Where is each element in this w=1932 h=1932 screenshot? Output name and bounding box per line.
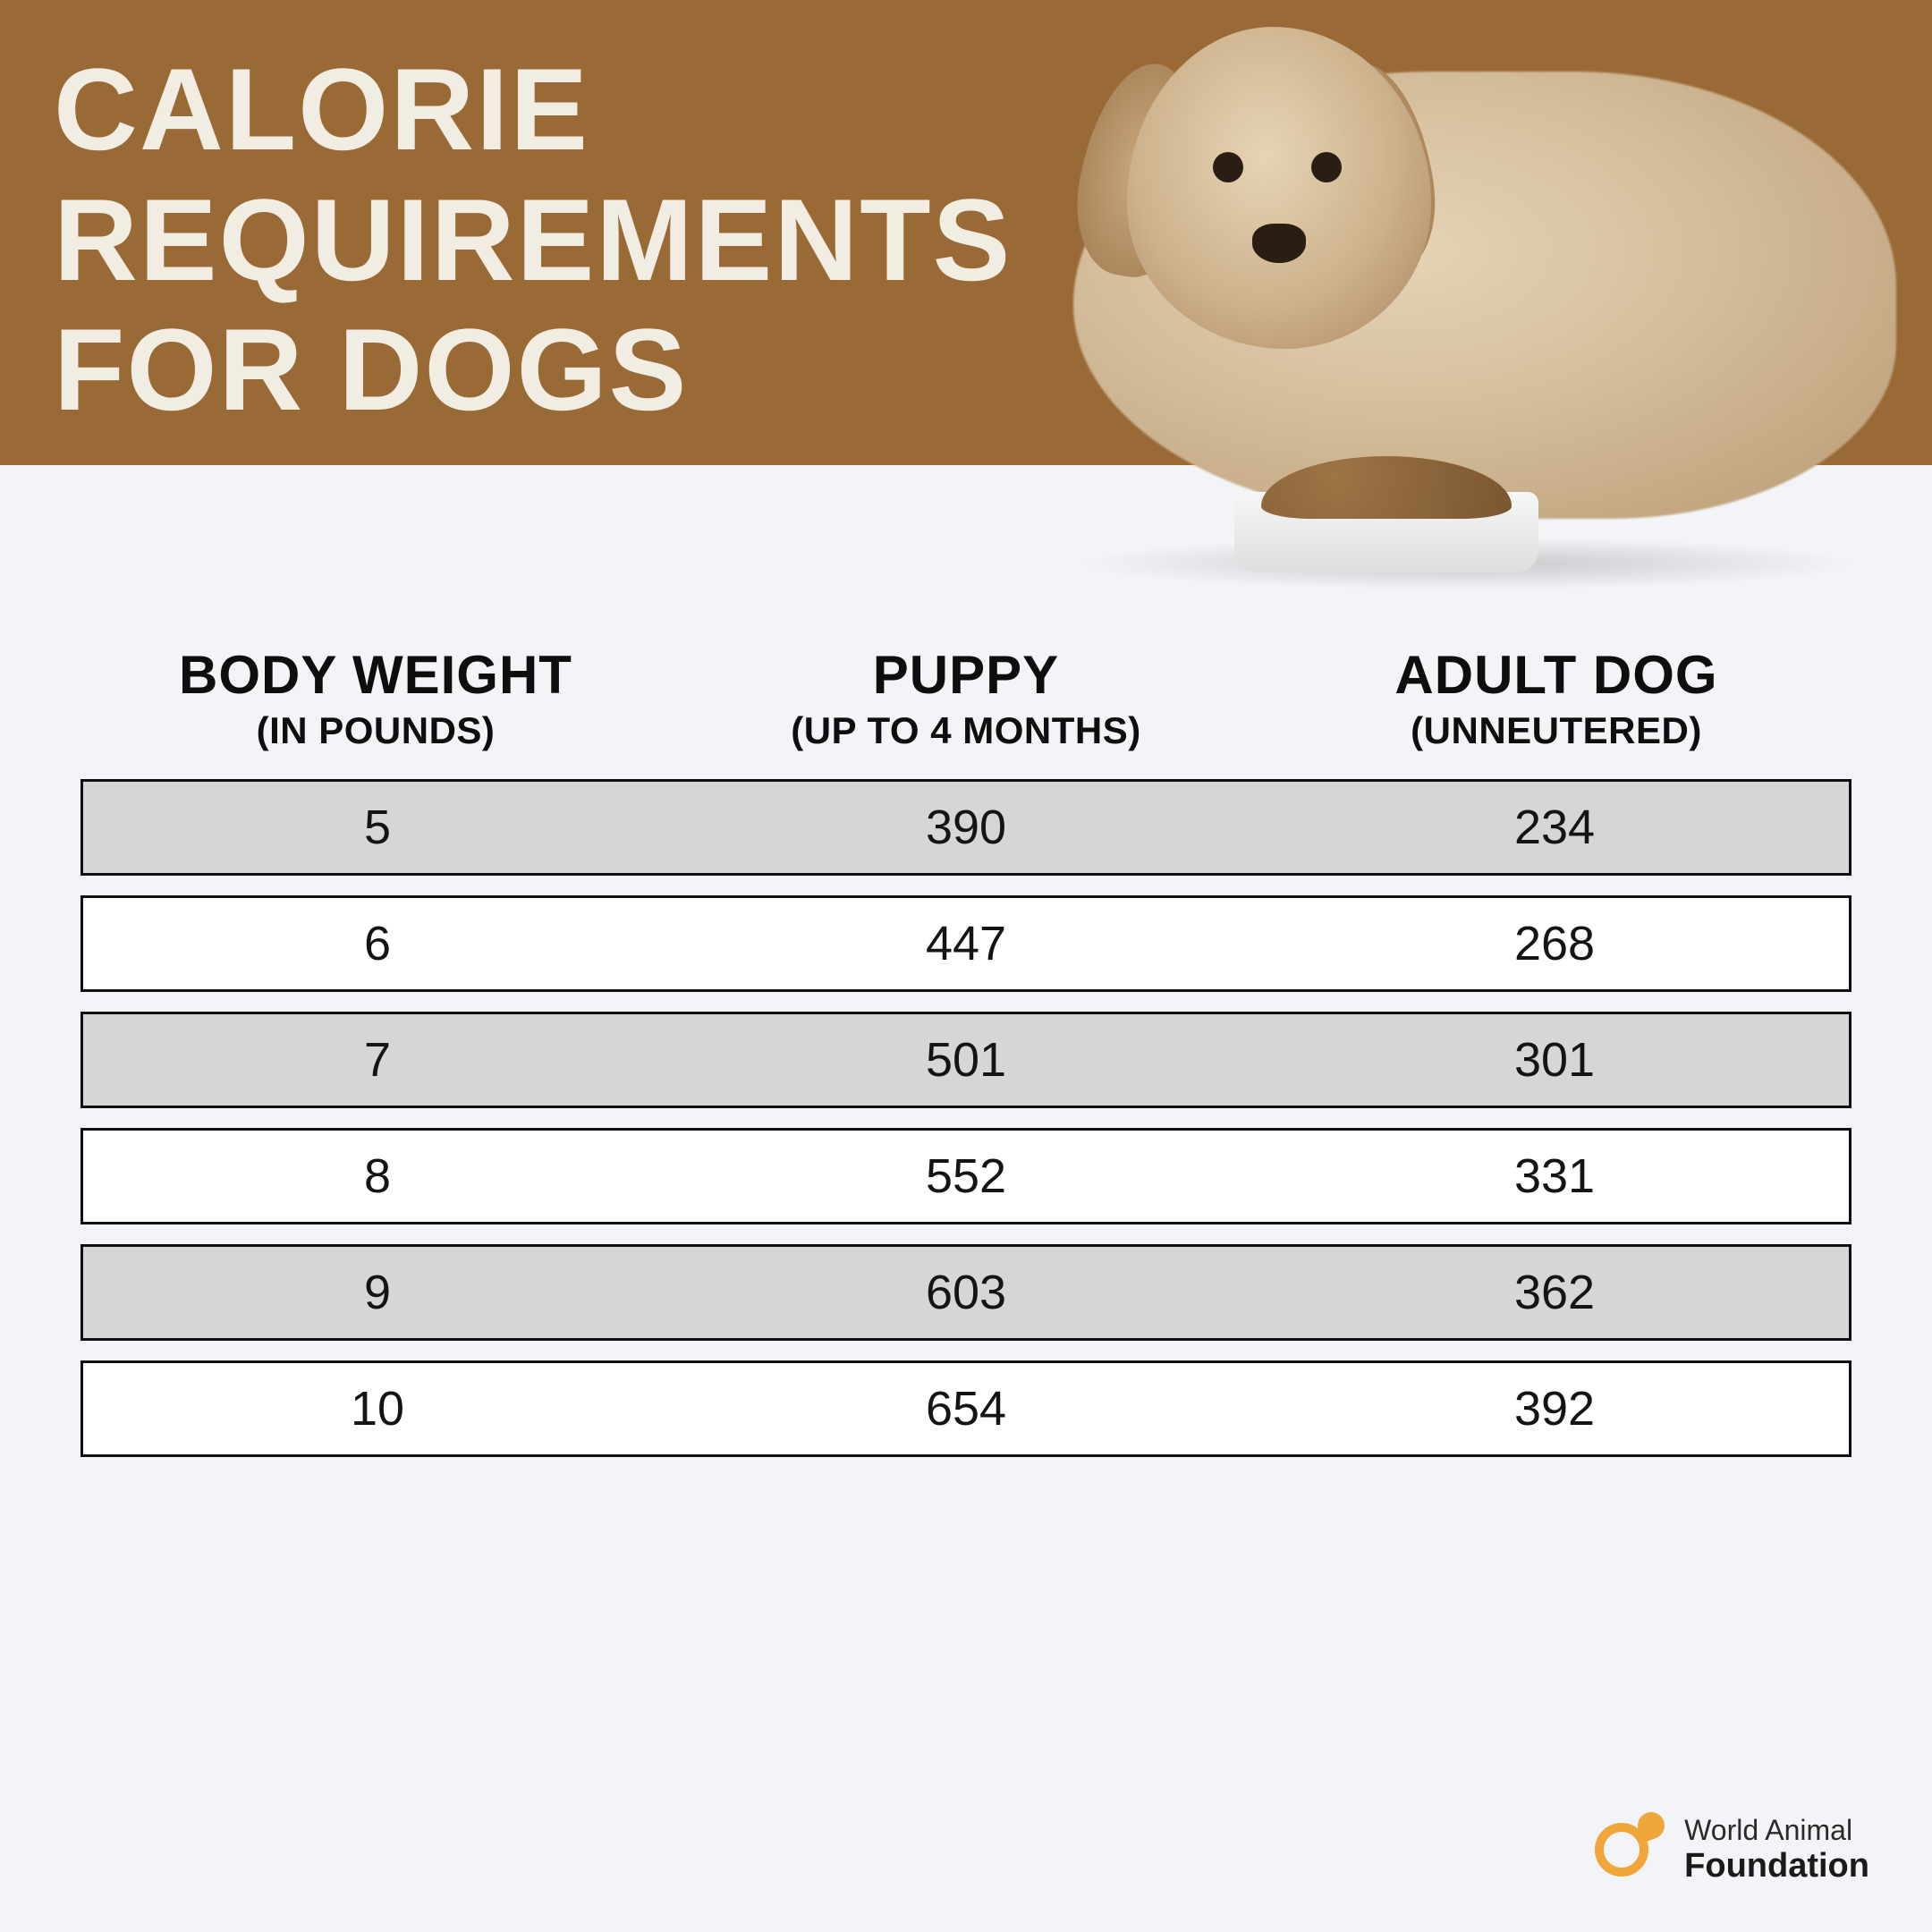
table-cell: 390 (672, 800, 1260, 855)
table-row: 5390234 (80, 779, 1852, 876)
food-bowl-icon (1234, 456, 1538, 572)
table-row: 10654392 (80, 1360, 1852, 1457)
table-cell: 331 (1260, 1148, 1849, 1204)
column-header-sub: (UP TO 4 MONTHS) (671, 709, 1261, 752)
column-header-main: ADULT DOG (1261, 644, 1852, 706)
table-cell: 8 (83, 1148, 672, 1204)
column-header-main: BODY WEIGHT (80, 644, 671, 706)
table-header-row: BODY WEIGHT (IN POUNDS) PUPPY (UP TO 4 M… (80, 644, 1852, 752)
table-cell: 268 (1260, 916, 1849, 971)
column-header-sub: (UNNEUTERED) (1261, 709, 1852, 752)
header-band: CALORIE REQUIREMENTS FOR DOGS (0, 0, 1932, 465)
column-header-body-weight: BODY WEIGHT (IN POUNDS) (80, 644, 671, 752)
table-cell: 501 (672, 1032, 1260, 1088)
table-cell: 10 (83, 1381, 672, 1436)
table-cell: 447 (672, 916, 1260, 971)
table-cell: 301 (1260, 1032, 1849, 1088)
title-line-1: CALORIE (54, 45, 1878, 175)
page-title: CALORIE REQUIREMENTS FOR DOGS (54, 45, 1878, 436)
table-cell: 6 (83, 916, 672, 971)
column-header-puppy: PUPPY (UP TO 4 MONTHS) (671, 644, 1261, 752)
table-cell: 9 (83, 1265, 672, 1320)
footer-line-1: World Animal (1684, 1814, 1869, 1847)
table-cell: 7 (83, 1032, 672, 1088)
footer-line-2: Foundation (1684, 1847, 1869, 1885)
table-row: 9603362 (80, 1244, 1852, 1341)
table-cell: 552 (672, 1148, 1260, 1204)
footer-logo-text: World Animal Foundation (1684, 1814, 1869, 1885)
table-row: 6447268 (80, 895, 1852, 992)
calorie-table: BODY WEIGHT (IN POUNDS) PUPPY (UP TO 4 M… (80, 644, 1852, 1477)
column-header-sub: (IN POUNDS) (80, 709, 671, 752)
table-cell: 5 (83, 800, 672, 855)
table-cell: 362 (1260, 1265, 1849, 1320)
table-cell: 234 (1260, 800, 1849, 855)
column-header-adult-dog: ADULT DOG (UNNEUTERED) (1261, 644, 1852, 752)
title-line-2: REQUIREMENTS (54, 175, 1878, 306)
column-header-main: PUPPY (671, 644, 1261, 706)
world-animal-foundation-icon (1593, 1812, 1668, 1887)
table-cell: 603 (672, 1265, 1260, 1320)
footer-logo: World Animal Foundation (1593, 1812, 1869, 1887)
table-row: 8552331 (80, 1128, 1852, 1224)
title-line-3: FOR DOGS (54, 305, 1878, 436)
table-cell: 654 (672, 1381, 1260, 1436)
table-row: 7501301 (80, 1012, 1852, 1108)
table-cell: 392 (1260, 1381, 1849, 1436)
